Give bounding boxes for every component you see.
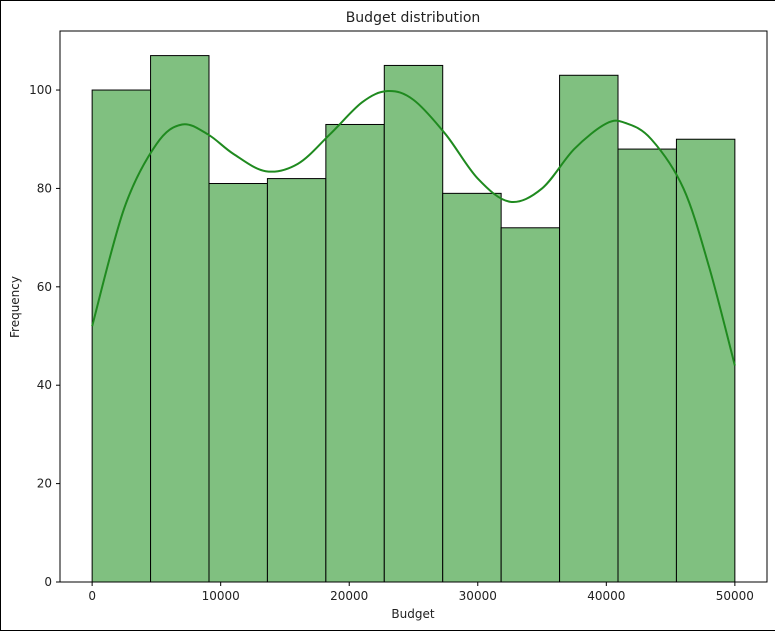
y-axis-title: Frequency — [8, 276, 22, 338]
x-tick-label: 10000 — [202, 589, 240, 603]
y-tick-label: 100 — [29, 83, 52, 97]
histogram-bar — [150, 55, 210, 583]
y-axis-ticks: 0 20 40 60 80 100 — [29, 83, 60, 589]
y-tick-label: 0 — [44, 575, 52, 589]
x-tick-label: 20000 — [330, 589, 368, 603]
kde-group — [91, 89, 736, 366]
bars-group — [91, 55, 736, 583]
histogram-bar — [266, 178, 327, 583]
y-tick-label: 40 — [37, 378, 52, 392]
y-tick-label: 20 — [37, 477, 52, 491]
x-tick-label: 0 — [88, 589, 96, 603]
x-axis-ticks: 0 10000 20000 30000 40000 50000 — [88, 582, 754, 603]
x-axis-title: Budget — [391, 607, 434, 621]
histogram-bar — [442, 192, 502, 583]
histogram-bar — [383, 64, 444, 583]
histogram-bar — [617, 148, 677, 583]
plot-area-border — [59, 30, 768, 583]
histogram-bar — [675, 138, 736, 583]
histogram-bar — [208, 183, 268, 583]
chart-title: Budget distribution — [346, 10, 481, 26]
y-tick-label: 80 — [37, 181, 52, 195]
histogram-bar — [500, 227, 561, 583]
x-tick-label: 50000 — [716, 589, 754, 603]
x-tick-label: 40000 — [587, 589, 625, 603]
kde-line — [91, 89, 736, 366]
x-tick-label: 30000 — [459, 589, 497, 603]
histogram-bar — [91, 89, 152, 583]
histogram-bar — [325, 123, 385, 583]
histogram-bar — [559, 74, 619, 583]
y-tick-label: 60 — [37, 280, 52, 294]
